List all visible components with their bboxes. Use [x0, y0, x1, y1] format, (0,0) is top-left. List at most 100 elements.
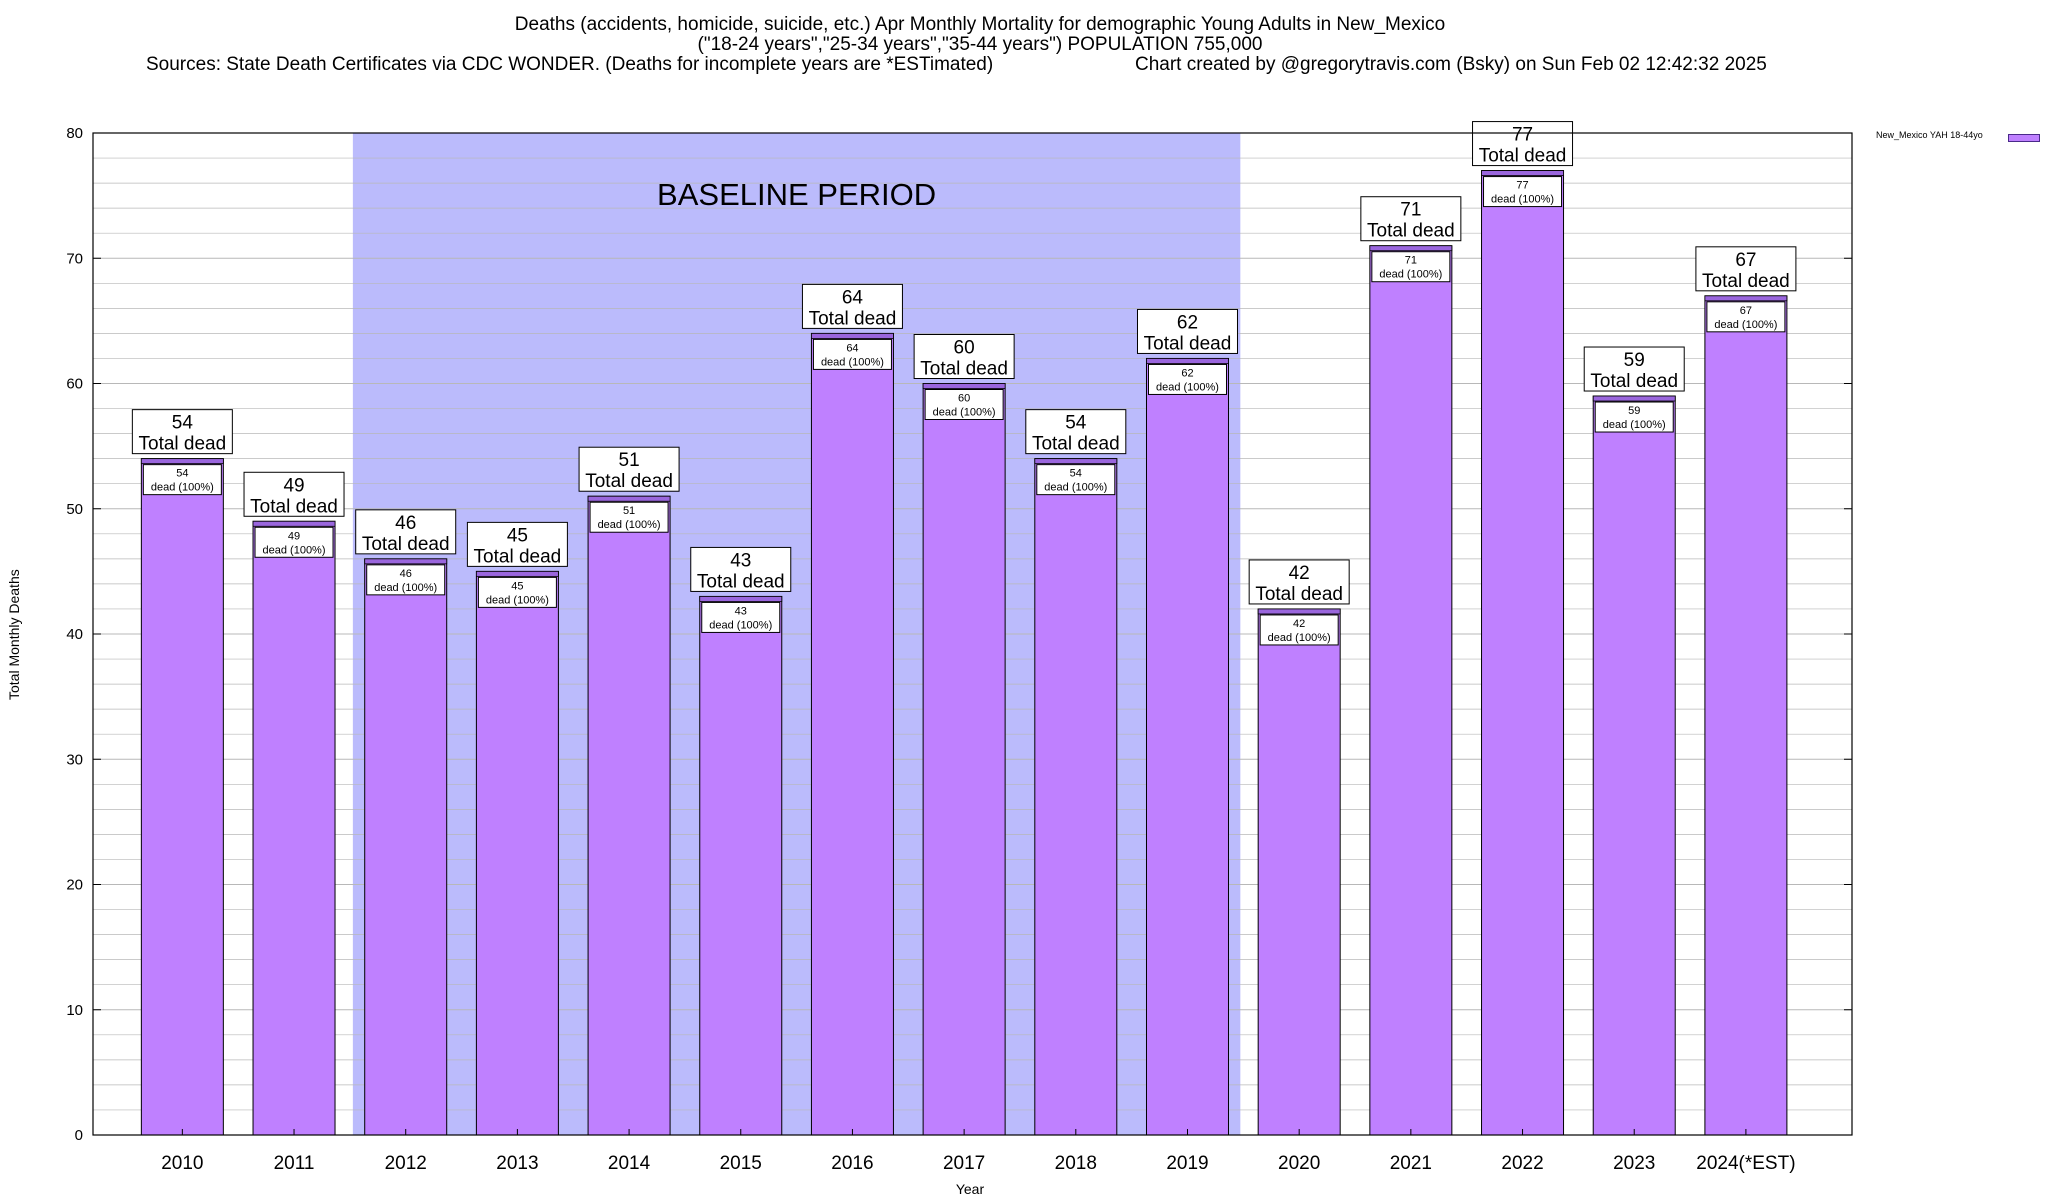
bar-inner-caption: dead (100%) — [1603, 419, 1666, 431]
bar-inner-label-box — [142, 464, 222, 496]
bar — [1369, 245, 1453, 1136]
bar — [587, 495, 671, 1136]
bar-total-label-box — [1695, 246, 1797, 292]
bar-inner-caption: dead (100%) — [1379, 269, 1442, 281]
y-tick-label: 80 — [66, 125, 83, 142]
bar-inner-value: 62 — [1181, 367, 1193, 379]
y-tick-label: 10 — [66, 1002, 83, 1019]
bar — [252, 520, 336, 1136]
bar-total-label-box — [801, 283, 903, 329]
bar-cap — [1592, 395, 1676, 402]
bar-inner-label-box — [1036, 464, 1116, 496]
bar-cap — [699, 596, 783, 602]
chart-sources: Sources: State Death Certificates via CD… — [146, 54, 994, 75]
bar-total-label-box — [690, 546, 792, 592]
bar-total-caption: Total dead — [474, 546, 562, 567]
bar-cap — [1481, 170, 1564, 176]
bar-inner-value: 49 — [288, 530, 300, 542]
bar-inner-caption: dead (100%) — [1491, 194, 1554, 206]
bar-total-label-box — [1136, 308, 1238, 354]
bar-total-value: 54 — [172, 413, 194, 434]
bar-total-label-box — [1583, 346, 1685, 392]
bar-total-label-box — [243, 471, 345, 517]
bar-total-label-box — [1248, 559, 1350, 605]
bar-cap — [1257, 608, 1341, 615]
bar-total-caption: Total dead — [920, 359, 1008, 380]
bar-inner-label-box — [924, 389, 1004, 420]
x-tick-label: 2023 — [1613, 1153, 1655, 1174]
bar-total-label-box — [578, 446, 680, 492]
y-tick-label: 70 — [66, 250, 83, 267]
x-axis-label: Year — [955, 1181, 985, 1197]
bar-inner-label-box — [1259, 614, 1339, 646]
x-tick-label: 2020 — [1278, 1153, 1320, 1174]
bar-inner-label-box — [1483, 176, 1563, 208]
y-tick-label: 40 — [66, 626, 83, 643]
bar-total-caption: Total dead — [1702, 271, 1790, 292]
bar-inner-label-box — [366, 564, 446, 596]
baseline-band-label: BASELINE PERIOD — [657, 177, 936, 212]
bar-cap — [587, 495, 671, 502]
bar-total-value: 45 — [507, 525, 528, 546]
bar-inner-caption: dead (100%) — [1714, 319, 1777, 331]
bar-cap — [1034, 458, 1118, 465]
bar-total-caption: Total dead — [362, 534, 450, 555]
bar — [1704, 295, 1788, 1136]
bar-total-value: 42 — [1289, 563, 1310, 584]
x-tick-label: 2019 — [1166, 1153, 1208, 1174]
bar-cap — [811, 332, 894, 339]
bar-inner-caption: dead (100%) — [151, 482, 214, 494]
bar-total-value: 67 — [1735, 250, 1756, 271]
bar-cap — [364, 558, 448, 565]
bar-cap — [475, 570, 559, 577]
bar-total-caption: Total dead — [139, 434, 227, 455]
bar-cap — [1369, 245, 1453, 252]
bar-inner-caption: dead (100%) — [374, 582, 437, 594]
bar-total-caption: Total dead — [1590, 371, 1678, 392]
bar-total-value: 71 — [1400, 200, 1421, 221]
bar-total-label-box — [466, 521, 568, 567]
bar-total-label-box — [355, 509, 457, 555]
bar-total-caption: Total dead — [1144, 333, 1232, 354]
bar-inner-label-box — [254, 526, 334, 558]
bar-inner-label-box — [589, 501, 669, 533]
y-axis-label: Total Monthly Deaths — [6, 569, 22, 700]
x-tick-label: 2021 — [1390, 1153, 1432, 1174]
bar-total-value: 59 — [1624, 350, 1645, 371]
bar — [1034, 458, 1118, 1136]
bar-total-value: 49 — [283, 475, 304, 496]
bar — [1481, 170, 1565, 1136]
bar-inner-value: 51 — [623, 505, 635, 517]
bar-inner-value: 77 — [1516, 180, 1528, 192]
bar-inner-value: 54 — [176, 468, 188, 480]
y-tick-label: 0 — [75, 1127, 83, 1144]
y-tick-label: 50 — [66, 501, 83, 518]
bar-inner-caption: dead (100%) — [709, 619, 772, 631]
bar — [1257, 608, 1341, 1136]
x-tick-label: 2024(*EST) — [1696, 1153, 1795, 1174]
bar — [810, 332, 894, 1136]
chart-credit: Chart created by @gregorytravis.com (Bsk… — [1135, 54, 1767, 75]
bar-total-label-box — [913, 334, 1015, 379]
bar — [364, 558, 448, 1136]
bar-total-caption: Total dead — [1255, 584, 1343, 605]
bar-total-caption: Total dead — [585, 471, 673, 492]
bar-cap — [1146, 358, 1229, 364]
bar-total-label-box — [1360, 196, 1462, 242]
bar-inner-value: 54 — [1070, 468, 1082, 480]
bar — [1145, 357, 1229, 1136]
bar-total-label-box — [131, 409, 233, 455]
bar-inner-caption: dead (100%) — [1156, 381, 1219, 393]
legend-swatch — [2008, 134, 2040, 142]
bar-inner-value: 67 — [1740, 305, 1752, 317]
bar-inner-caption: dead (100%) — [821, 356, 884, 368]
y-tick-label: 20 — [66, 877, 83, 894]
bar-inner-value: 42 — [1293, 618, 1305, 630]
bar-cap — [1704, 295, 1788, 302]
bar-total-value: 64 — [842, 287, 864, 308]
x-tick-label: 2015 — [720, 1153, 762, 1174]
bar-total-caption: Total dead — [1032, 434, 1120, 455]
bar-total-value: 62 — [1177, 312, 1198, 333]
x-tick-label: 2022 — [1501, 1153, 1543, 1174]
